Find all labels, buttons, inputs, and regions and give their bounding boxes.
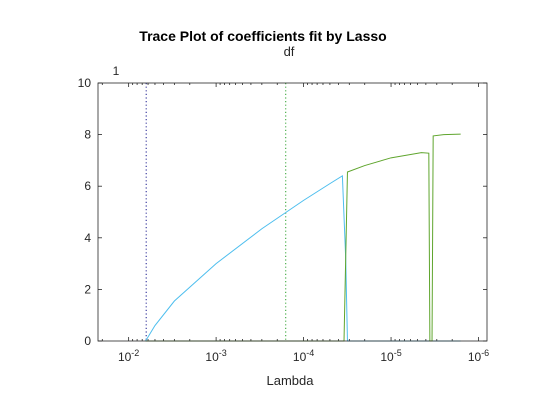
- y-tick-label: 6: [84, 179, 91, 193]
- y-tick-label: 2: [84, 282, 91, 296]
- x-tick-base: 10: [205, 350, 219, 364]
- x-tick-label: 10-5: [380, 348, 401, 364]
- x-tick-exponent: -6: [481, 348, 489, 358]
- y-tick-label: 4: [84, 231, 91, 245]
- x-tick-label: 10-6: [468, 348, 489, 364]
- x-tick-exponent: -5: [394, 348, 402, 358]
- top-tick-label: 1: [113, 64, 120, 78]
- reference-lines: [145, 83, 287, 341]
- y-ticks: 0 2 4 6 8 10: [78, 76, 487, 348]
- series-line: [145, 175, 461, 342]
- x-tick-exponent: -4: [306, 348, 314, 358]
- x-tick-label: 10-3: [205, 348, 226, 364]
- y-tick-label: 10: [78, 76, 92, 90]
- x-tick-exponent: -2: [131, 348, 139, 358]
- x-tick-label: 10-4: [293, 348, 314, 364]
- x-axis-label: Lambda: [267, 373, 315, 388]
- series-lines: [145, 133, 461, 342]
- x-tick-exponent: -3: [219, 348, 227, 358]
- x-tick-base: 10: [118, 350, 132, 364]
- x-tick-base: 10: [468, 350, 482, 364]
- plot-area-box: [97, 82, 488, 342]
- x-ticks: 10-2 10-3 10-4 10-5 10-6: [101, 83, 489, 364]
- y-tick-label: 0: [84, 334, 91, 348]
- x-tick-base: 10: [293, 350, 307, 364]
- top-axis-label: df: [284, 44, 295, 59]
- chart-title: Trace Plot of coefficients fit by Lasso: [139, 28, 386, 44]
- series-line: [145, 133, 461, 342]
- y-tick-label: 8: [84, 128, 91, 142]
- x-tick-base: 10: [380, 350, 394, 364]
- x-tick-label: 10-2: [118, 348, 139, 364]
